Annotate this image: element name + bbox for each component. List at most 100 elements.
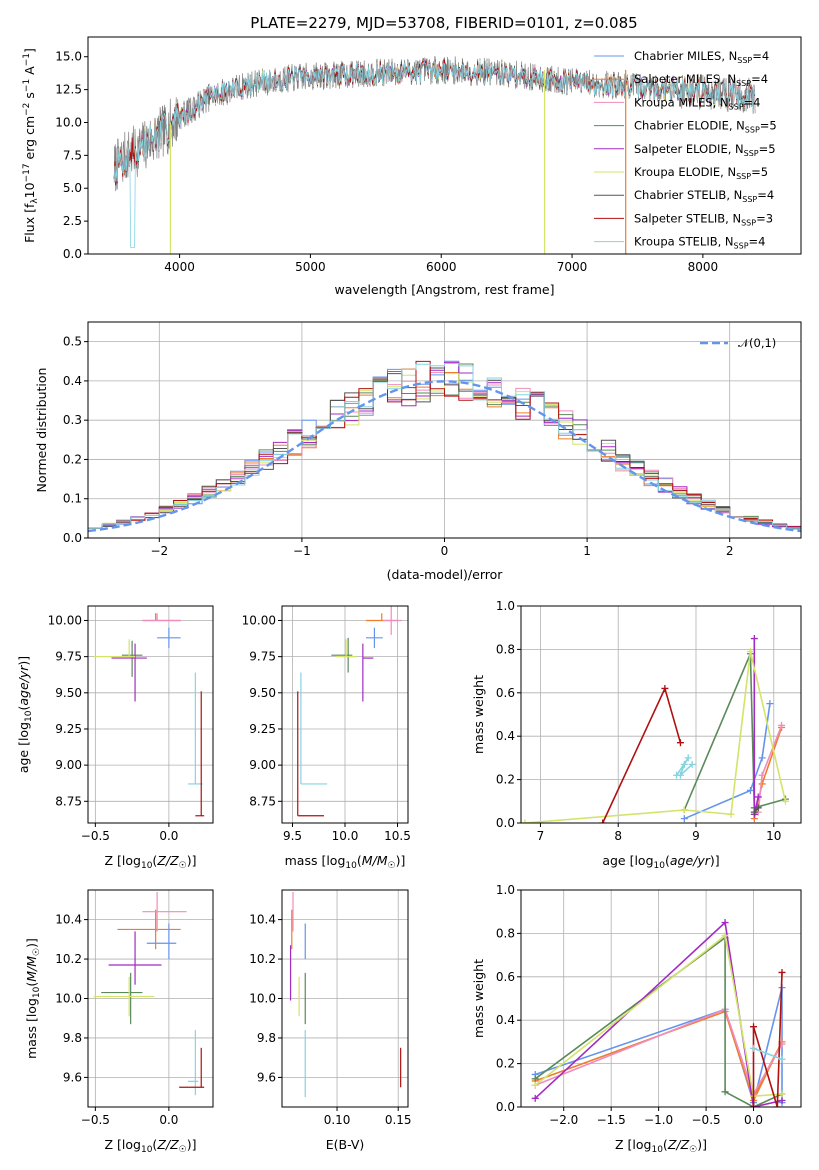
histogram-step — [88, 361, 801, 529]
y-tick-label: 1.0 — [496, 599, 515, 613]
y-tick-label: 10.4 — [249, 913, 276, 927]
weight-marker — [521, 819, 529, 823]
x-tick-label: −2 — [150, 544, 168, 558]
weight-marker — [750, 1103, 758, 1107]
y-tick-label: 10.00 — [48, 613, 82, 627]
axes-frame — [520, 605, 802, 824]
x-tick-label: −1.5 — [597, 1113, 626, 1127]
x-tick-label: 7 — [537, 829, 545, 843]
y-tick-label: 0.4 — [496, 729, 515, 743]
x-tick-label: 0.10 — [324, 1113, 351, 1127]
weight-marker — [750, 808, 758, 816]
histogram-step — [88, 367, 801, 530]
y-tick-label: 9.00 — [55, 758, 82, 772]
x-tick-label: 7000 — [557, 260, 588, 274]
y-tick-label: 10.0 — [55, 992, 82, 1006]
legend-label: Chabrier ELODIE, NSSP=5 — [634, 119, 777, 135]
x-tick-label: 0.15 — [385, 1113, 412, 1127]
y-tick-label: 9.25 — [55, 722, 82, 736]
weight-marker — [778, 721, 786, 729]
y-tick-label: 0.0 — [63, 247, 82, 261]
x-tick-label: 10.0 — [332, 829, 359, 843]
legend-label: Kroupa ELODIE, NSSP=5 — [634, 165, 768, 181]
y-tick-label: 10.0 — [249, 992, 276, 1006]
x-tick-label: 0.0 — [159, 829, 178, 843]
axes-frame — [87, 321, 802, 539]
weight-marker — [684, 754, 692, 762]
y-tick-label: 0.0 — [63, 531, 82, 545]
x-axis-label: mass [log10(M/M☉)] — [285, 853, 406, 871]
axes-frame — [520, 889, 802, 1108]
weight-marker — [676, 771, 684, 779]
x-tick-label: 1 — [583, 544, 591, 558]
y-tick-label: 0.4 — [496, 1013, 515, 1027]
x-tick-label: 5000 — [295, 260, 326, 274]
legend-label: 𝒩(0,1) — [738, 336, 776, 350]
histogram-step — [88, 360, 801, 529]
y-tick-label: 12.5 — [55, 83, 82, 97]
legend-label: Salpeter STELIB, NSSP=3 — [634, 211, 773, 227]
weight-series-line — [601, 686, 682, 823]
y-tick-label: 10.0 — [55, 115, 82, 129]
axes-frame — [87, 889, 214, 1108]
y-tick-label: 10.2 — [249, 952, 276, 966]
weight-marker — [746, 648, 754, 656]
axes-frame — [281, 605, 409, 824]
weight-marker — [781, 797, 789, 805]
legend-label: Chabrier STELIB, NSSP=4 — [634, 188, 774, 204]
weight-series-line — [752, 972, 783, 1107]
y-tick-label: 9.6 — [257, 1070, 276, 1084]
weight-marker — [680, 760, 688, 768]
x-axis-label: Z [log10(Z/Z☉)] — [105, 853, 197, 871]
weight-vs-age-panel: 7 8 9 10 0.0 0.2 0.4 0.6 0.8 1.0 mass weight age [l… — [471, 599, 802, 871]
y-tick-label: 0.6 — [496, 970, 515, 984]
legend-label: Kroupa STELIB, NSSP=4 — [634, 235, 765, 251]
weight-marker — [531, 1075, 539, 1083]
y-tick-label: 0.8 — [496, 926, 515, 940]
weight-marker — [688, 760, 696, 768]
residuals-panel: −2 −1 0 1 2 0.0 0.1 0.2 0.3 0.4 0.5 𝒩(0,1) (data-mod… — [34, 321, 802, 582]
y-tick-label: 0.4 — [63, 374, 82, 388]
y-tick-label: 7.5 — [63, 148, 82, 162]
y-axis-label: mass weight — [471, 675, 486, 754]
weight-marker — [750, 1044, 758, 1052]
y-tick-label: 0.2 — [496, 773, 515, 787]
y-tick-label: 9.50 — [249, 686, 276, 700]
weight-marker — [531, 1081, 539, 1089]
mass-vs-ebv-panel: 0.10 0.15 9.6 9.8 10.0 10.2 10.4 E(B-V) — [249, 889, 412, 1152]
y-tick-label: 0.0 — [496, 816, 515, 830]
weight-marker — [750, 635, 758, 643]
weight-marker — [758, 771, 766, 779]
y-axis-label: mass [log10(M/M☉)] — [24, 938, 42, 1059]
weight-series-line — [534, 1008, 783, 1096]
spectrum-panel: 4000 5000 6000 7000 8000 0.0 2.5 5.0 7.5 10.0 12.5… — [22, 36, 802, 297]
weight-marker — [531, 1094, 539, 1102]
y-tick-label: 1.0 — [496, 883, 515, 897]
x-axis-label: Z [log10(Z/Z☉)] — [105, 1137, 197, 1155]
y-axis-label: mass weight — [471, 959, 486, 1038]
age-vs-mass-panel: 9.5 10.0 10.5 8.75 9.00 9.25 9.50 9.75 10.00 mass… — [242, 605, 411, 871]
y-tick-label: 9.00 — [249, 758, 276, 772]
y-axis-label: Flux [fλ10−17 erg cm−2 s−1 A−1] — [22, 48, 40, 243]
weight-marker — [778, 1090, 786, 1098]
x-tick-label: 2 — [726, 544, 734, 558]
x-tick-label: −1 — [293, 544, 311, 558]
x-tick-label: −2.0 — [549, 1113, 578, 1127]
y-tick-label: 9.25 — [249, 722, 276, 736]
y-tick-label: 10.00 — [242, 613, 276, 627]
weight-series-line — [753, 638, 759, 815]
weight-series-line — [524, 651, 787, 823]
weight-marker — [778, 1055, 786, 1063]
x-tick-label: 4000 — [164, 260, 195, 274]
x-axis-label: age [log10(age/yr)] — [602, 853, 719, 871]
weight-marker — [727, 810, 735, 818]
x-tick-label: −1.0 — [644, 1113, 673, 1127]
x-axis-label: Z [log10(Z/Z☉)] — [615, 1137, 707, 1155]
x-tick-label: 0.0 — [159, 1113, 178, 1127]
axes-frame — [281, 889, 409, 1108]
x-tick-label: 8000 — [688, 260, 719, 274]
x-tick-label: 9.5 — [283, 829, 302, 843]
weight-marker — [599, 819, 607, 823]
normal-reference-curve — [87, 380, 802, 533]
